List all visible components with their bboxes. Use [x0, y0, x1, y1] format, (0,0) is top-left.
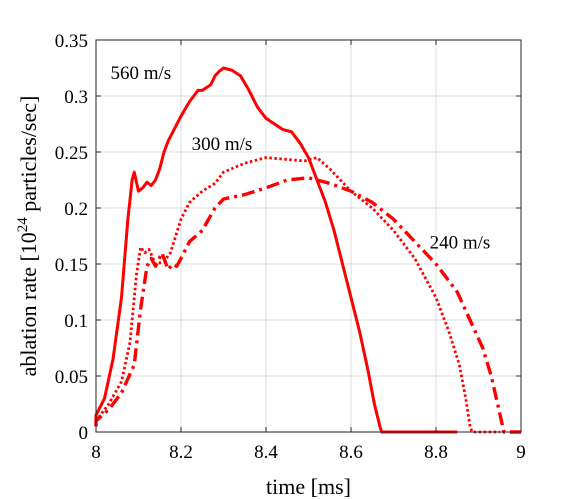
- y-tick-label: 0.05: [55, 367, 88, 388]
- x-tick-label: 8.2: [169, 442, 193, 463]
- y-tick-label: 0.25: [55, 143, 88, 164]
- series-lines: [94, 66, 521, 434]
- x-tick-label: 9: [516, 442, 526, 463]
- y-tick-label: 0.1: [64, 311, 88, 332]
- x-tick-label: 8.4: [254, 442, 278, 463]
- x-tick-label: 8: [91, 442, 101, 463]
- x-tick-label: 8.6: [339, 442, 363, 463]
- y-tick-label: 0.3: [64, 87, 88, 108]
- series-line-solid: [94, 66, 458, 434]
- y-tick-labels: 0 0.05 0.1 0.15 0.2 0.25 0.3 0.35: [55, 31, 88, 444]
- y-axis-label-prefix: ablation rate [10: [16, 232, 41, 376]
- series-annotation: 300 m/s: [192, 134, 253, 155]
- x-axis-label: time [ms]: [266, 474, 351, 499]
- y-tick-label: 0: [79, 423, 89, 444]
- axis-ticks: [95, 39, 522, 433]
- series-annotations: 560 m/s 300 m/s 240 m/s: [110, 63, 490, 253]
- y-tick-label: 0.15: [55, 255, 88, 276]
- series-annotation: 240 m/s: [430, 232, 491, 253]
- y-axis-label: ablation rate [1024 particles/sec]: [15, 96, 41, 377]
- y-tick-label: 0.2: [64, 199, 88, 220]
- x-tick-labels: 8 8.2 8.4 8.6 8.8 9: [91, 442, 526, 463]
- y-tick-label: 0.35: [55, 31, 88, 52]
- plot-frame: [95, 39, 522, 433]
- series-annotation: 560 m/s: [110, 63, 171, 84]
- y-axis-label-suffix: particles/sec]: [16, 96, 41, 218]
- x-tick-label: 8.8: [424, 442, 448, 463]
- series-line-dashdot: [94, 176, 521, 434]
- series-line-dotted: [94, 156, 500, 434]
- y-axis-label-exponent: 24: [15, 217, 31, 233]
